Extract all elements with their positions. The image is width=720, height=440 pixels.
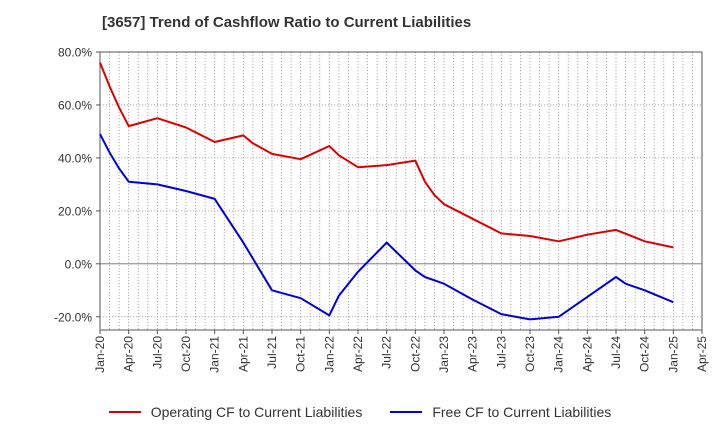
x-tick-label: Oct-21	[294, 336, 308, 372]
x-tick-label: Apr-24	[580, 336, 594, 372]
series-line-operating-cf	[99, 62, 674, 249]
x-tick-label: Apr-22	[351, 336, 365, 372]
x-tick-label: Oct-24	[638, 336, 652, 372]
x-tick-label: Jul-20	[150, 336, 164, 369]
y-tick-label: 20.0%	[58, 204, 92, 218]
legend-swatch-free-cf	[390, 411, 423, 413]
legend-item-operating-cf: Operating CF to Current Liabilities	[108, 404, 363, 420]
x-tick-label: Apr-21	[236, 336, 250, 372]
x-tick-label: Apr-23	[466, 336, 480, 372]
x-tick-label: Jan-24	[552, 336, 566, 373]
y-tick-label: 60.0%	[58, 98, 92, 112]
chart-title: [3657] Trend of Cashflow Ratio to Curren…	[102, 14, 472, 31]
legend-label-free-cf: Free CF to Current Liabilities	[432, 404, 612, 420]
x-tick-label: Jul-24	[609, 336, 623, 369]
x-tick-label: Apr-20	[122, 336, 136, 372]
x-tick-label: Oct-20	[179, 336, 193, 372]
x-tick-label: Jul-22	[380, 336, 394, 369]
y-tick-label: 40.0%	[58, 151, 92, 165]
y-tick-label: -20.0%	[54, 310, 92, 324]
x-tick-label: Jan-23	[437, 336, 451, 373]
x-tick-label: Apr-25	[695, 336, 709, 372]
x-tick-label: Jul-21	[265, 336, 279, 369]
legend: Operating CF to Current Liabilities Free…	[0, 404, 720, 420]
x-tick-label: Oct-23	[523, 336, 537, 372]
x-tick-label: Oct-22	[408, 336, 422, 372]
y-tick-label: 0.0%	[65, 257, 93, 271]
x-tick-label: Jan-25	[666, 336, 680, 373]
series-line-free-cf	[99, 133, 674, 321]
legend-swatch-operating-cf	[108, 411, 141, 413]
x-tick-label: Jul-23	[494, 336, 508, 369]
x-tick-label: Jan-21	[208, 336, 222, 373]
x-tick-label: Jan-20	[93, 336, 107, 373]
plot-frame	[99, 51, 703, 331]
y-tick-label: 80.0%	[58, 46, 92, 60]
x-tick-label: Jan-22	[322, 336, 336, 373]
legend-label-operating-cf: Operating CF to Current Liabilities	[150, 404, 363, 420]
legend-item-free-cf: Free CF to Current Liabilities	[390, 404, 611, 420]
